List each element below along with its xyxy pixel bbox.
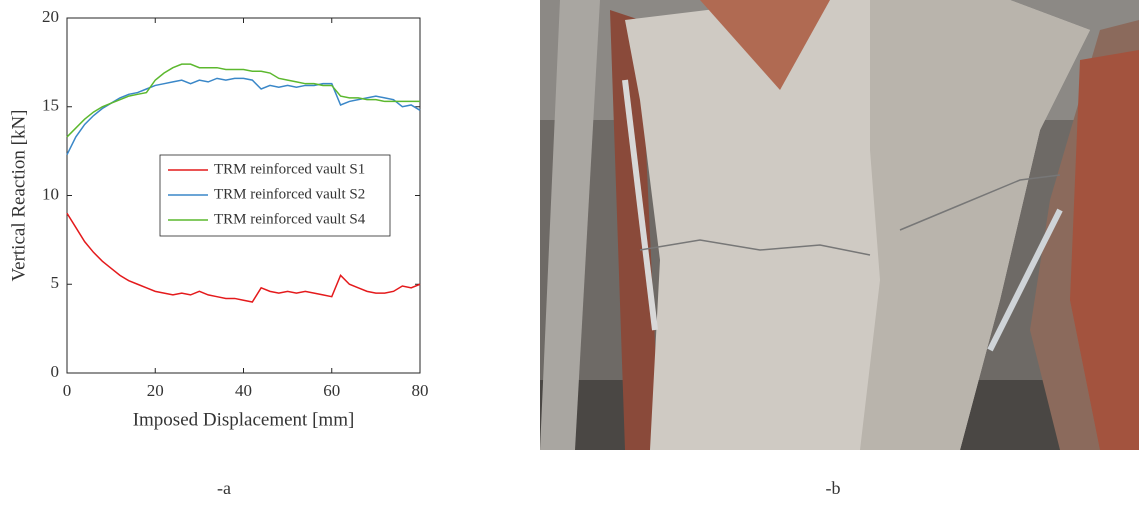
y-tick-label: 10: [42, 184, 59, 203]
legend-label: TRM reinforced vault S2: [214, 186, 365, 202]
y-tick-label: 15: [42, 96, 59, 115]
caption: -a: [217, 478, 231, 498]
y-tick-label: 0: [51, 362, 60, 381]
x-tick-label: 60: [323, 381, 340, 400]
x-tick-label: 80: [412, 381, 429, 400]
y-axis-label: Vertical Reaction [kN]: [8, 110, 29, 282]
photo: [540, 0, 1139, 450]
y-tick-label: 20: [42, 7, 59, 26]
series-line: [66, 212, 421, 303]
caption: -b: [826, 478, 841, 498]
series-line: [66, 63, 420, 138]
legend-label: TRM reinforced vault S4: [214, 211, 366, 227]
x-tick-label: 40: [235, 381, 252, 400]
x-axis-label: Imposed Displacement [mm]: [133, 409, 355, 430]
x-tick-label: 0: [63, 381, 72, 400]
legend-label: TRM reinforced vault S1: [214, 161, 365, 177]
y-tick-label: 5: [51, 273, 60, 292]
x-tick-label: 20: [147, 381, 164, 400]
